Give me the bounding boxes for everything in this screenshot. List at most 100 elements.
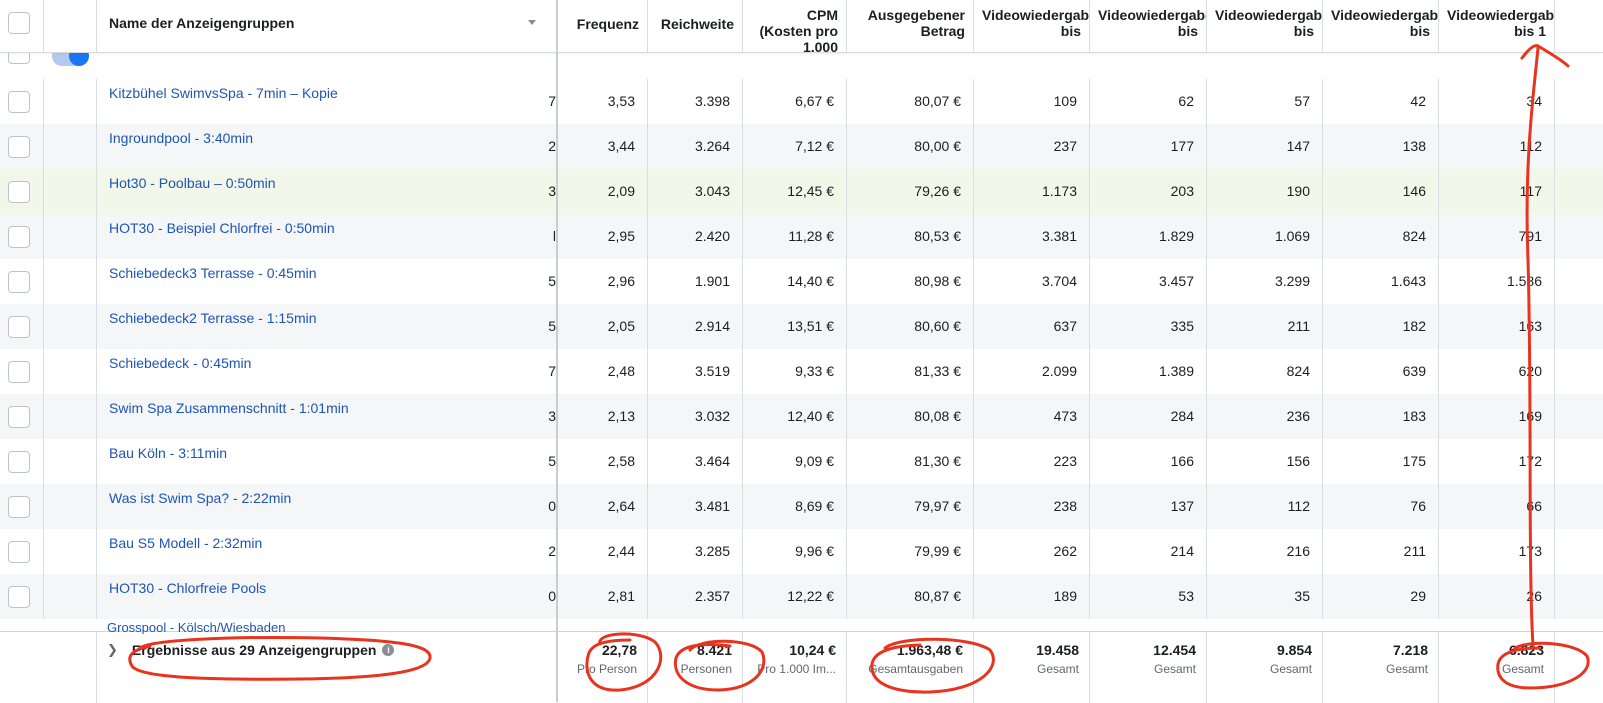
hidden-column-cut-value: 3 — [548, 183, 556, 199]
footer-results-cell[interactable]: Grosspool - Kölsch/Wiesbaden ❯ Ergebniss… — [97, 622, 556, 703]
header-col-betrag[interactable]: Ausgegebener Betrag — [847, 0, 974, 52]
row-checkbox[interactable] — [8, 271, 30, 293]
ad-set-name-link[interactable]: Ingroundpool - 3:40min — [109, 130, 253, 146]
ad-set-name-link[interactable]: Schiebedeck2 Terrasse - 1:15min — [109, 310, 317, 326]
ad-set-name-link[interactable]: Bau Köln - 3:11min — [109, 445, 228, 461]
partial-bottom-row-name[interactable]: Grosspool - Kölsch/Wiesbaden — [107, 622, 286, 634]
row-checkbox[interactable] — [8, 136, 30, 158]
footer-total-sub: Gesamtausgaben — [868, 662, 963, 676]
hidden-column-cut-value: 0 — [548, 588, 556, 604]
header-col-video-3[interactable]: Videowiedergaben bis — [1207, 0, 1323, 52]
cell-v2: 53 — [1090, 574, 1207, 619]
row-checkbox[interactable] — [8, 451, 30, 473]
table-row[interactable]: HOT30 - Beispiel Chlorfrei - 0:50min l 2,9… — [0, 214, 1603, 259]
cell-v4: 29 — [1323, 574, 1439, 619]
ad-set-name-link[interactable]: Was ist Swim Spa? - 2:22min — [109, 490, 292, 506]
header-label: Videowiedergaben bis — [1215, 7, 1323, 39]
table-row[interactable]: Kitzbühel SwimvsSpa - 7min – Kopie 7 3,53 3… — [0, 79, 1603, 124]
row-checkbox[interactable] — [8, 406, 30, 428]
cell-v4: 76 — [1323, 484, 1439, 529]
footer-total-cell: 10,24 € Pro 1.000 Im... — [743, 632, 847, 703]
cell-reichweite: 3.398 — [648, 79, 743, 124]
sort-chevron-down-icon[interactable] — [528, 20, 536, 25]
hidden-column-cut-value: 5 — [548, 453, 556, 469]
header-col-video-4[interactable]: Videowiedergaben bis — [1323, 0, 1439, 52]
cell-cpm: 9,96 € — [743, 529, 847, 574]
table-row[interactable]: Schiebedeck - 0:45min 7 2,48 3.519 9,33 €81,… — [0, 349, 1603, 394]
ad-set-name-link[interactable]: Schiebedeck - 0:45min — [109, 355, 252, 371]
footer-total-value: 6.823 — [1508, 642, 1544, 658]
ad-set-name-link[interactable]: Kitzbühel SwimvsSpa - 7min – Kopie — [109, 85, 338, 101]
footer-total-sub: Gesamt — [1501, 662, 1544, 676]
header-col-cpm[interactable]: CPM (Kosten pro 1.000 Impressionen) — [743, 0, 847, 52]
row-toggle[interactable] — [52, 52, 89, 66]
header-col-frequenz[interactable]: Frequenz — [558, 0, 648, 52]
cell-betrag: 79,97 € — [847, 484, 974, 529]
cell-v3: 190 — [1207, 169, 1323, 214]
cell-frequenz: 2,48 — [558, 349, 648, 394]
row-toggle-cell — [44, 574, 97, 619]
row-checkbox[interactable] — [8, 541, 30, 563]
results-summary[interactable]: ❯ Ergebnisse aus 29 Anzeigengruppen i — [107, 642, 395, 658]
ad-set-name-link[interactable]: HOT30 - Chlorfreie Pools — [109, 580, 267, 596]
cell-v5: 34 — [1439, 79, 1555, 124]
footer-total-cell: 7.218 Gesamt — [1323, 632, 1439, 703]
header-select-cell — [0, 0, 44, 52]
row-checkbox[interactable] — [8, 316, 30, 338]
row-checkbox[interactable] — [8, 52, 30, 64]
cell-v4: 138 — [1323, 124, 1439, 169]
cell-betrag: 80,98 € — [847, 259, 974, 304]
row-checkbox[interactable] — [8, 226, 30, 248]
table-row[interactable]: Ingroundpool - 3:40min 2 3,44 3.264 7,12 €80… — [0, 124, 1603, 169]
header-col-video-5[interactable]: Videowiedergaben bis 1 — [1439, 0, 1555, 52]
chevron-right-icon[interactable]: ❯ — [107, 642, 118, 657]
table-row[interactable]: Schiebedeck3 Terrasse - 0:45min 5 2,96 1.90… — [0, 259, 1603, 304]
header-col-reichweite[interactable]: Reichweite — [648, 0, 743, 52]
row-checkbox[interactable] — [8, 91, 30, 113]
table-row[interactable]: HOT30 - Chlorfreie Pools 0 2,81 2.357 12,22 … — [0, 574, 1603, 619]
footer-total-value: 22,78 — [601, 642, 637, 658]
footer-total-value: 10,24 € — [789, 642, 836, 658]
header-col-video-1[interactable]: Videowiedergaben bis — [974, 0, 1090, 52]
table-row[interactable]: Was ist Swim Spa? - 2:22min 0 2,64 3.481 8,6… — [0, 484, 1603, 529]
cell-v3: 35 — [1207, 574, 1323, 619]
ad-set-name-link[interactable]: HOT30 - Beispiel Chlorfrei - 0:50min — [109, 220, 335, 236]
row-select-cell — [0, 259, 44, 304]
cell-frequenz: 2,44 — [558, 529, 648, 574]
select-all-checkbox[interactable] — [8, 12, 30, 34]
row-checkbox[interactable] — [8, 361, 30, 383]
row-select-cell — [0, 574, 44, 619]
cell-reichweite: 3.032 — [648, 394, 743, 439]
cell-cpm: 8,69 € — [743, 484, 847, 529]
table-row[interactable]: Bau S5 Modell - 2:32min 2 2,44 3.285 9,96 €7… — [0, 529, 1603, 574]
table-row[interactable]: Schiebedeck2 Terrasse - 1:15min 5 2,05 2.91… — [0, 304, 1603, 349]
cell-cpm: 12,45 € — [743, 169, 847, 214]
header-col-video-2[interactable]: Videowiedergaben bis — [1090, 0, 1207, 52]
header-name-col[interactable]: Name der Anzeigengruppen — [97, 0, 556, 52]
ad-set-name-link[interactable]: Bau S5 Modell - 2:32min — [109, 535, 263, 551]
cell-cpm: 6,67 € — [743, 79, 847, 124]
results-label: Ergebnisse aus 29 Anzeigengruppen — [131, 642, 377, 658]
cell-v1: 237 — [974, 124, 1090, 169]
ad-set-name-link[interactable]: Swim Spa Zusammenschnitt - 1:01min — [109, 400, 349, 416]
table-row[interactable]: Hot30 - Poolbau – 0:50min 3 2,09 3.043 12,45… — [0, 169, 1603, 214]
table-footer-totals: Grosspool - Kölsch/Wiesbaden ❯ Ergebniss… — [0, 622, 1603, 703]
cell-frequenz: 3,53 — [558, 79, 648, 124]
row-checkbox[interactable] — [8, 586, 30, 608]
info-icon[interactable]: i — [382, 644, 395, 656]
cell-v2: 284 — [1090, 394, 1207, 439]
header-label: Videowiedergaben bis — [1098, 7, 1206, 39]
ad-set-name-link[interactable]: Schiebedeck3 Terrasse - 0:45min — [109, 265, 317, 281]
cell-v1: 223 — [974, 439, 1090, 484]
footer-total-cell: 6.823 Gesamt — [1439, 632, 1555, 703]
ad-set-name-link[interactable]: Hot30 - Poolbau – 0:50min — [109, 175, 276, 191]
table-row[interactable]: Swim Spa Zusammenschnitt - 1:01min 3 2,13 3… — [0, 394, 1603, 439]
table-row[interactable]: Bau Köln - 3:11min 5 2,58 3.464 9,09 €81,30 … — [0, 439, 1603, 484]
footer-total-sub: Gesamt — [1269, 662, 1312, 676]
row-checkbox[interactable] — [8, 181, 30, 203]
row-select-cell — [0, 304, 44, 349]
row-name-cell: Schiebedeck3 Terrasse - 0:45min — [97, 259, 542, 304]
row-name-cell: Kitzbühel SwimvsSpa - 7min – Kopie — [97, 79, 542, 124]
cell-frequenz: 2,13 — [558, 394, 648, 439]
row-checkbox[interactable] — [8, 496, 30, 518]
